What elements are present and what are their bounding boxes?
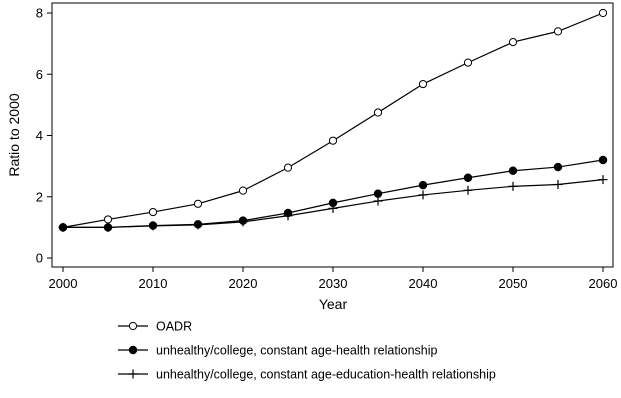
data-point [508,166,518,175]
data-point [128,321,138,331]
data-point [598,8,608,18]
data-point [328,203,338,213]
data-point [283,211,293,221]
y-tick-label: 6 [36,67,43,82]
data-point [373,189,383,198]
data-point [463,185,473,195]
data-point [598,175,608,185]
data-point [463,58,473,67]
legend-label: unhealthy/college, constant age-educatio… [156,368,496,382]
data-point [238,186,248,195]
x-tick-label: 2050 [499,276,528,291]
data-point [373,108,383,117]
x-axis-title: Year [319,296,348,312]
data-point [373,196,383,206]
data-point [148,221,158,231]
data-point [58,222,68,232]
legend-item-1: OADR [118,320,192,334]
x-tick-label: 2010 [139,276,168,291]
series-line [62,12,604,228]
x-tick-label: 2030 [319,276,348,291]
legend-label: OADR [156,320,192,334]
data-point [283,163,293,172]
series-3 [58,175,608,232]
series-line [63,159,604,228]
data-point [508,181,518,191]
series-layer [58,8,608,232]
x-tick-label: 2060 [589,276,618,291]
legend-item-2: unhealthy/college, constant age-health r… [118,344,437,358]
data-point [238,217,248,227]
x-tick-label: 2000 [49,276,78,291]
y-axis-title: Ratio to 2000 [6,93,22,176]
y-tick-label: 2 [36,189,43,204]
y-tick-label: 4 [36,128,43,143]
legend-label: unhealthy/college, constant age-health r… [156,344,437,358]
data-point [128,369,138,379]
data-point [418,190,428,200]
data-point [598,155,608,165]
x-tick-label: 2040 [409,276,438,291]
data-point [128,345,138,355]
y-tick-label: 8 [36,6,43,21]
series-1 [58,8,608,232]
data-point [463,173,473,183]
plot-frame [51,2,614,268]
legend: OADR unhealthy/college, constant age-heal… [118,320,496,382]
y-tick-label: 0 [36,251,43,266]
x-tick-label: 2020 [229,276,258,291]
data-point [148,207,158,217]
data-point [553,180,563,189]
y-axis: 0 2 4 6 8 [36,6,52,266]
data-point [418,180,428,190]
data-point [103,215,113,224]
data-point [418,79,428,89]
data-point [103,222,113,232]
x-axis: 2000 2010 2020 2030 2040 2050 2060 [49,267,618,291]
data-point [193,220,203,230]
data-point [508,37,518,47]
data-point [553,27,563,36]
legend-item-3: unhealthy/college, constant age-educatio… [118,368,496,382]
data-point [328,136,338,145]
data-point [553,162,563,172]
data-point [193,199,203,208]
series-2 [58,155,608,232]
